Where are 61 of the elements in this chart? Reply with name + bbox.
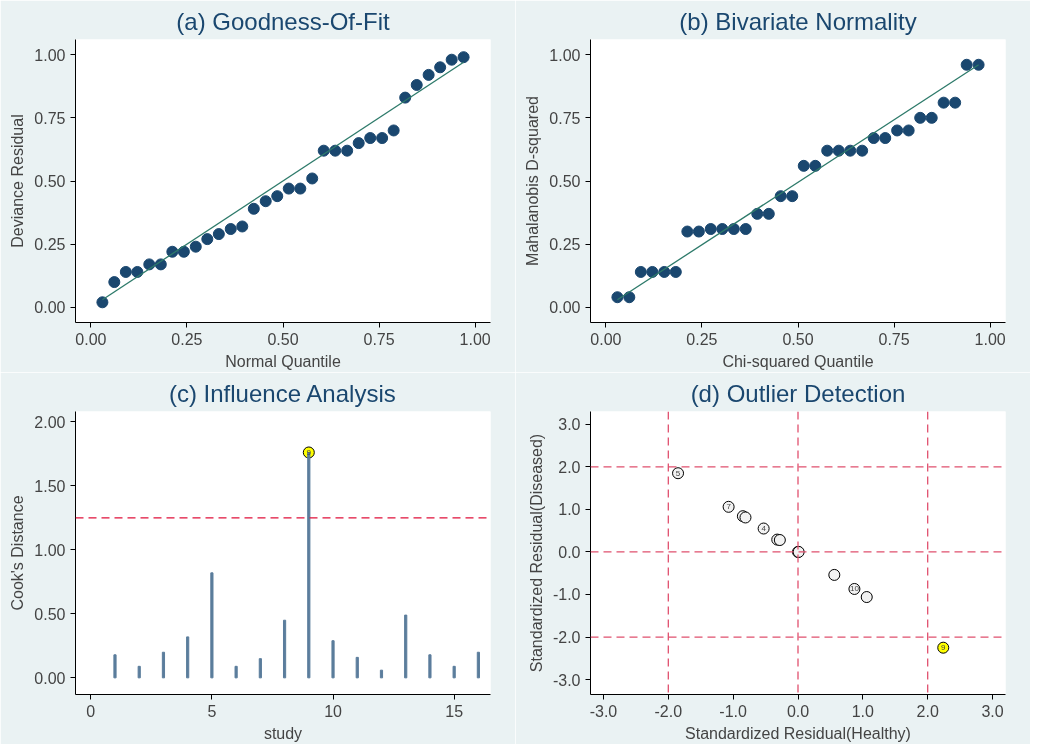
y-tick-label: 1.50 (34, 477, 66, 495)
x-tick-label: -2.0 (654, 702, 683, 720)
y-tick-label: 0.0 (558, 543, 581, 561)
x-tick-label: -1.0 (719, 702, 748, 720)
x-tick-label: 0 (86, 702, 96, 720)
x-tick-label: 0.75 (363, 330, 395, 348)
x-tick-label: 0.25 (171, 330, 203, 348)
x-tick-label: 1.0 (851, 702, 875, 720)
y-tick-label: 0.50 (549, 173, 581, 190)
annotation: 9 (306, 447, 312, 457)
x-tick-label: 2.0 (916, 702, 939, 720)
x-axis-title: study (263, 724, 303, 742)
chart-title: (c) Influence Analysis (168, 379, 396, 407)
y-axis-title: Deviance Residual (9, 114, 27, 248)
x-tick-label: 0.0 (786, 702, 810, 720)
annotation: 5 (675, 468, 681, 478)
x-tick-label: 5 (207, 702, 217, 720)
x-axis-title: Standardized Residual(Healthy) (685, 724, 911, 742)
chart-title: (b) Bivariate Normality (679, 7, 917, 35)
x-tick-label: 0.25 (686, 330, 718, 348)
y-tick-label: 1.00 (549, 46, 581, 64)
x-tick-label: 0.50 (267, 330, 299, 348)
y-tick-label: 1.0 (558, 501, 581, 519)
y-tick-label: -2.0 (552, 629, 581, 647)
annotation: 9 (941, 643, 947, 653)
y-tick-label: 0.50 (34, 173, 66, 190)
x-tick-label: 0.00 (590, 330, 622, 348)
x-tick-label: 3.0 (981, 702, 1004, 720)
annotation: 7 (726, 502, 732, 512)
x-tick-label: 10 (324, 702, 343, 720)
chart-title: (d) Outlier Detection (690, 379, 906, 407)
y-tick-label: 2.00 (34, 413, 66, 431)
y-axis-title: Standardized Residual(Diseased) (527, 433, 545, 673)
y-tick-label: 0.00 (34, 299, 66, 317)
y-tick-label: 0.50 (34, 605, 66, 623)
x-tick-label: 15 (445, 702, 464, 720)
y-tick-label: 0.25 (34, 236, 66, 254)
y-tick-label: 1.00 (34, 46, 66, 64)
y-tick-label: 0.25 (549, 236, 581, 254)
y-tick-label: 3.0 (558, 416, 581, 434)
annotation: 10 (849, 584, 860, 594)
y-axis-title: Cook's Distance (9, 495, 27, 611)
x-tick-label: 1.00 (459, 330, 491, 348)
annotation: 4 (761, 524, 767, 534)
y-tick-label: -3.0 (552, 671, 581, 689)
y-tick-label: 2.0 (558, 458, 581, 476)
y-tick-label: 0.00 (34, 669, 66, 687)
y-tick-label: 0.00 (549, 299, 581, 317)
x-tick-label: 0.00 (75, 330, 107, 348)
y-tick-label: 0.75 (549, 109, 581, 127)
y-tick-label: 1.00 (34, 541, 66, 559)
y-axis-title: Mahalanobis D-squared (524, 96, 542, 266)
x-axis-title: Normal Quantile (225, 352, 341, 370)
y-tick-label: -1.0 (552, 586, 581, 604)
x-tick-label: 0.50 (782, 330, 814, 348)
y-tick-label: 0.75 (34, 109, 66, 127)
x-axis-title: Chi-squared Quantile (722, 352, 874, 370)
x-tick-label: -3.0 (589, 702, 618, 720)
x-tick-label: 0.75 (878, 330, 910, 348)
x-tick-label: 1.00 (974, 330, 1006, 348)
chart-title: (a) Goodness-Of-Fit (176, 7, 391, 35)
